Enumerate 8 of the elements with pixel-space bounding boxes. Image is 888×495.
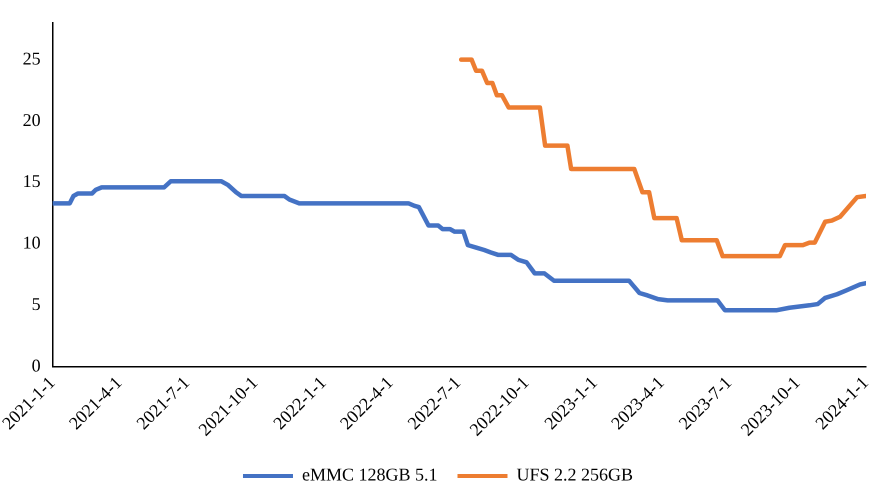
y-tick-label: 5 bbox=[32, 294, 41, 314]
y-tick-label: 0 bbox=[32, 355, 41, 376]
y-tick-label: 15 bbox=[22, 171, 41, 192]
legend-label: eMMC 128GB 5.1 bbox=[302, 464, 438, 485]
y-tick-label: 10 bbox=[22, 232, 41, 253]
legend-label: UFS 2.2 256GB bbox=[516, 464, 634, 485]
y-tick-label: 25 bbox=[22, 48, 41, 68]
y-tick-label: 20 bbox=[22, 110, 41, 130]
